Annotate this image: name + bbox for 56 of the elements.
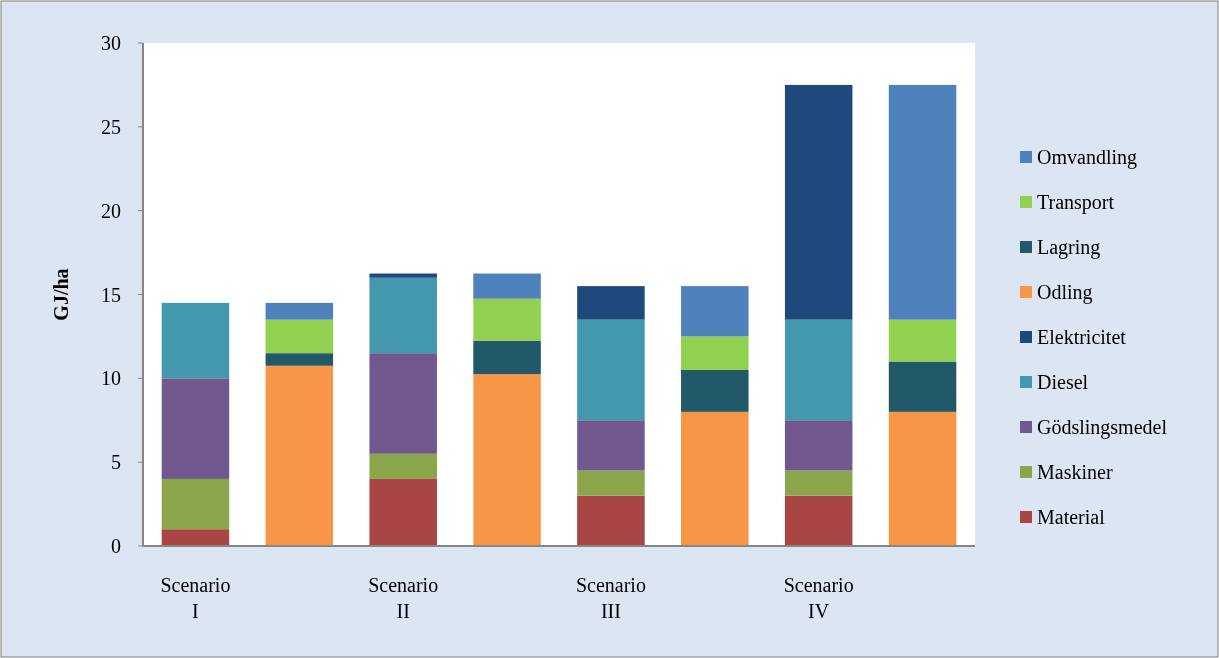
bar: [784, 319, 853, 421]
y-tick-label: 10: [101, 367, 121, 390]
bar: [369, 478, 437, 546]
bar: [369, 353, 437, 454]
y-tick-label: 0: [111, 535, 121, 557]
bar: [265, 302, 334, 320]
legend-label: Maskiner: [1037, 461, 1113, 483]
bar: [265, 365, 334, 546]
bar: [369, 273, 437, 278]
y-tick-label: 15: [101, 283, 121, 306]
bar: [681, 369, 749, 412]
legend-label: Material: [1037, 506, 1106, 528]
y-tick-label: 25: [101, 115, 121, 138]
x-tick-label: Scenario IV: [783, 574, 854, 622]
bar: [888, 84, 957, 320]
legend-label: Transport: [1037, 191, 1115, 214]
bar: [473, 340, 541, 375]
bar: [577, 319, 645, 421]
x-tick-label: Scenario III: [575, 574, 646, 622]
bar: [473, 374, 541, 546]
legend-label: Elektricitet: [1037, 326, 1127, 348]
bar: [161, 378, 230, 479]
bar: [577, 420, 645, 471]
y-tick-label: 5: [111, 451, 121, 474]
bar: [784, 470, 853, 496]
bar: [888, 361, 957, 412]
bar: [681, 336, 749, 370]
bar: [577, 286, 645, 320]
bar: [161, 302, 230, 379]
bar: [681, 286, 749, 337]
legend-label: Diesel: [1037, 371, 1089, 393]
y-tick-label: 20: [101, 199, 121, 222]
bar: [473, 273, 541, 299]
bar: [161, 478, 230, 530]
y-axis-title: GJ/ha: [50, 268, 72, 321]
bar: [369, 277, 437, 354]
bar: [265, 353, 334, 366]
legend-label: Omvandling: [1037, 146, 1137, 169]
bar: [888, 319, 957, 362]
bar: [784, 420, 853, 471]
legend-label: Lagring: [1037, 236, 1101, 259]
bar: [473, 298, 541, 341]
legend-label: Gödslingsmedel: [1037, 416, 1168, 439]
bar: [784, 495, 853, 546]
bar: [784, 84, 853, 320]
bar: [161, 529, 230, 546]
bar: [369, 453, 437, 479]
legend-label: Odling: [1037, 281, 1093, 304]
x-tick-label: Scenario II: [368, 574, 439, 622]
bar: [265, 319, 334, 354]
x-tick-label: Scenario I: [160, 574, 231, 622]
bar: [681, 411, 749, 546]
bar: [577, 470, 645, 496]
bar: [888, 411, 957, 546]
bar: [577, 495, 645, 546]
y-tick-label: 30: [101, 32, 121, 54]
